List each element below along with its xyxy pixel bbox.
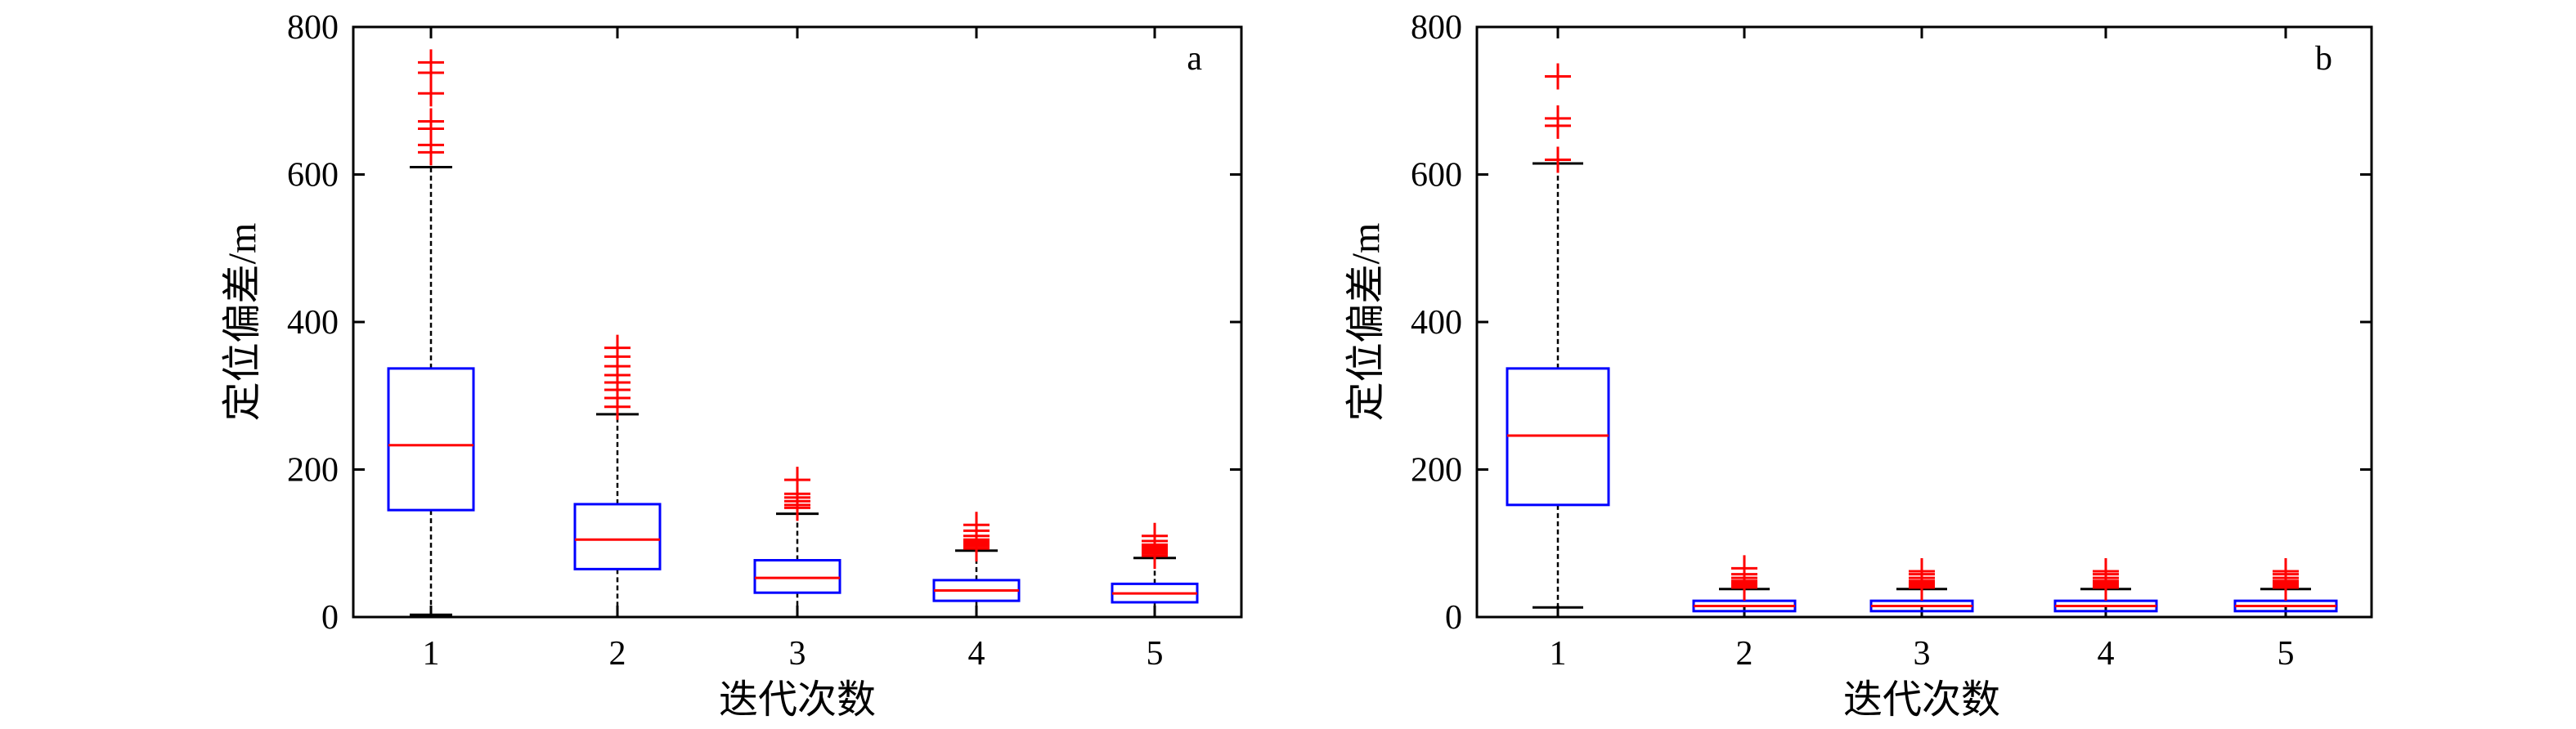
outlier-point xyxy=(2093,558,2119,585)
box-4 xyxy=(2053,558,2158,619)
x-tick-label: 4 xyxy=(968,635,985,673)
y-tick-label: 200 xyxy=(287,452,339,490)
y-tick-label: 800 xyxy=(287,9,339,47)
box-3 xyxy=(1869,558,1974,619)
outlier-point xyxy=(1909,558,1935,585)
iqr-box xyxy=(753,559,841,594)
box-2 xyxy=(573,334,662,619)
iqr-box xyxy=(387,367,475,512)
box-1 xyxy=(387,49,475,616)
x-tick-label: 5 xyxy=(1147,635,1164,673)
outlier-point xyxy=(1545,63,1571,90)
y-tick-label: 800 xyxy=(1411,9,1462,47)
iqr-box xyxy=(573,503,662,570)
panel-label: a xyxy=(1187,40,1202,78)
y-axis: 0 200 400 600 800 xyxy=(287,9,1241,637)
plot-frame xyxy=(1475,25,2373,619)
x-axis: 1 2 3 4 5 xyxy=(423,27,1164,673)
x-axis: 1 2 3 4 5 xyxy=(1550,27,2295,673)
outlier-point xyxy=(604,334,631,361)
panel-label: b xyxy=(2315,40,2332,78)
outlier-point xyxy=(963,512,990,539)
x-tick-label: 5 xyxy=(2278,635,2295,673)
outlier-point xyxy=(1731,555,1757,582)
outlier-point xyxy=(1545,146,1571,173)
outlier-point xyxy=(418,108,444,135)
y-tick-label: 600 xyxy=(287,157,339,195)
y-tick-label: 400 xyxy=(287,304,339,342)
y-tick-label: 400 xyxy=(1411,304,1462,342)
boxes xyxy=(387,49,1199,619)
box-3 xyxy=(753,467,841,619)
y-axis-title: 定位偏差/m xyxy=(1344,223,1388,422)
y-tick-label: 0 xyxy=(1445,599,1462,637)
outlier-point xyxy=(784,467,810,494)
x-tick-label: 3 xyxy=(789,635,806,673)
outlier-point xyxy=(418,49,444,76)
box-5 xyxy=(1111,522,1199,619)
y-tick-label: 0 xyxy=(321,599,339,637)
y-tick-label: 600 xyxy=(1411,157,1462,195)
panel-b: b 迭代次数 定位偏差/m 0 200 400 600 800 1 2 3 4 5 xyxy=(1344,9,2373,722)
x-tick-label: 1 xyxy=(423,635,440,673)
box-4 xyxy=(932,512,1021,619)
box-5 xyxy=(2233,558,2338,619)
outlier-point xyxy=(1545,105,1571,132)
x-axis-title: 迭代次数 xyxy=(1843,678,2000,722)
y-tick-label: 200 xyxy=(1411,452,1462,490)
boxes xyxy=(1506,63,2338,619)
x-tick-label: 2 xyxy=(609,635,626,673)
x-tick-label: 2 xyxy=(1736,635,1753,673)
plot-frame xyxy=(352,25,1243,619)
outlier-point xyxy=(1142,522,1168,549)
y-axis: 0 200 400 600 800 xyxy=(1411,9,2372,637)
box-2 xyxy=(1692,555,1797,619)
x-tick-label: 3 xyxy=(1914,635,1931,673)
outlier-point xyxy=(2273,558,2299,585)
y-axis-title: 定位偏差/m xyxy=(221,223,264,422)
x-tick-label: 4 xyxy=(2098,635,2115,673)
panel-a: a 迭代次数 定位偏差/m 0 200 400 600 800 1 2 3 4 5 xyxy=(221,9,1243,722)
x-axis-title: 迭代次数 xyxy=(719,678,876,722)
box-1 xyxy=(1506,63,1610,609)
x-tick-label: 1 xyxy=(1550,635,1567,673)
